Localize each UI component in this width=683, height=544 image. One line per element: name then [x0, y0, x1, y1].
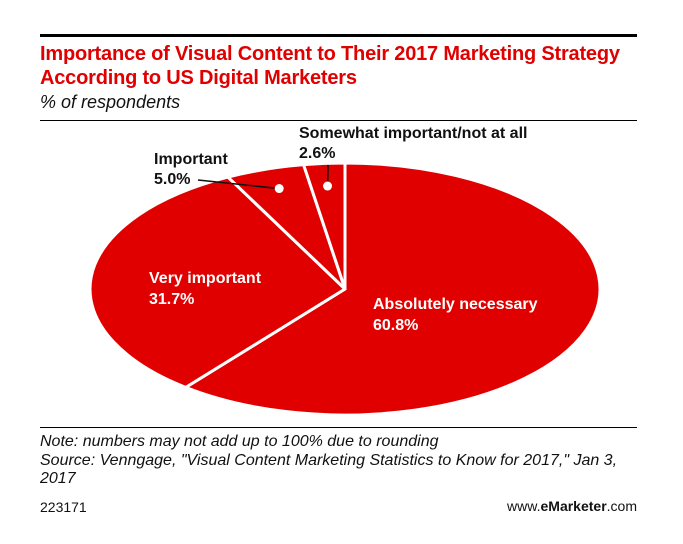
- pie-slice-somewhat-important-not-at-all: [302, 161, 347, 291]
- callout-line-important: [197, 179, 280, 190]
- label-very-important: Very important: [149, 270, 262, 287]
- chart-source: Source: Venngage, "Visual Content Market…: [40, 452, 618, 487]
- value-somewhat-important-not-at-all: 2.6%: [299, 145, 335, 162]
- brand-marketer: Marketer: [548, 498, 607, 514]
- chart-title: Importance of Visual Content to Their 20…: [40, 43, 620, 89]
- brand-suffix: .com: [606, 498, 637, 514]
- label-absolutely-necessary: Absolutely necessary: [373, 296, 538, 313]
- value-absolutely-necessary: 60.8%: [373, 317, 418, 334]
- value-very-important: 31.7%: [149, 291, 194, 308]
- header-rule: [40, 120, 637, 121]
- top-rule: [40, 34, 637, 37]
- brand-credit: www.eMarketer.com: [507, 498, 637, 514]
- chart-subtitle: % of respondents: [40, 92, 181, 112]
- slice-layer: [88, 161, 602, 417]
- chart-note: Note: numbers may not add up to 100% due…: [40, 433, 439, 450]
- callout-layer: [197, 164, 333, 194]
- callout-dot-important: [274, 184, 284, 194]
- footer-rule: [40, 427, 637, 428]
- brand-e: e: [540, 498, 549, 514]
- chart-id: 223171: [40, 499, 87, 515]
- pie-slice-absolutely-necessary: [184, 161, 602, 417]
- value-important: 5.0%: [154, 171, 190, 188]
- brand-prefix: www.: [507, 498, 541, 514]
- label-layer: Absolutely necessary 60.8% Very important 3…: [149, 125, 538, 334]
- label-important: Important: [154, 151, 228, 168]
- callout-dot-somewhat-important-not-at-all: [323, 181, 333, 191]
- label-somewhat-important-not-at-all: Somewhat important/not at all: [299, 125, 527, 142]
